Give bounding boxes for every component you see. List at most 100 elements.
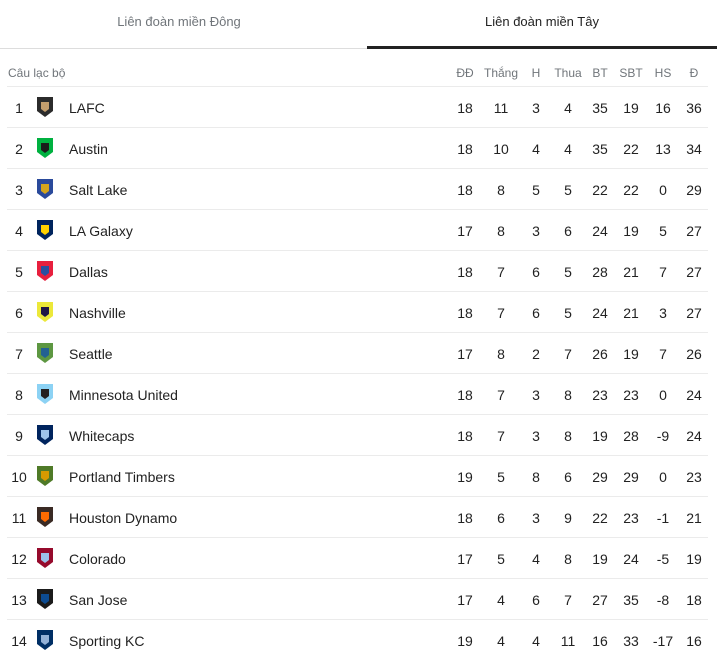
- stat-ga: 33: [623, 633, 639, 649]
- table-row[interactable]: 7 Seattle 17 8 2 7 26 19 7 26: [7, 332, 708, 373]
- team-name[interactable]: Sporting KC: [69, 633, 145, 649]
- stat-won: 8: [497, 182, 505, 198]
- stat-pts: 18: [686, 592, 702, 608]
- table-row[interactable]: 8 Minnesota United 18 7 3 8 23 23 0 24: [7, 373, 708, 414]
- stat-played: 18: [457, 510, 473, 526]
- rank: 4: [15, 223, 23, 239]
- stat-lost: 4: [564, 100, 572, 116]
- table-row[interactable]: 6 Nashville 18 7 6 5 24 21 3 27: [7, 291, 708, 332]
- stat-ga: 19: [623, 346, 639, 362]
- team-name[interactable]: Salt Lake: [69, 182, 128, 198]
- stat-gf: 19: [592, 551, 608, 567]
- stat-won: 8: [497, 223, 505, 239]
- stat-gf: 29: [592, 469, 608, 485]
- stat-lost: 8: [564, 428, 572, 444]
- table-row[interactable]: 14 Sporting KC 19 4 4 11 16 33 -17 16: [7, 619, 708, 660]
- rank: 7: [15, 346, 23, 362]
- stat-gd: 7: [659, 346, 667, 362]
- stat-won: 4: [497, 592, 505, 608]
- stat-gf: 24: [592, 305, 608, 321]
- table-row[interactable]: 10 Portland Timbers 19 5 8 6 29 29 0 23: [7, 455, 708, 496]
- stat-lost: 8: [564, 551, 572, 567]
- team-crest-icon: [37, 425, 53, 445]
- team-crest-icon: [37, 179, 53, 199]
- team-crest-icon: [37, 466, 53, 486]
- header-goals-for: BT: [592, 66, 608, 80]
- team-crest-icon: [37, 138, 53, 158]
- team-name[interactable]: Whitecaps: [69, 428, 135, 444]
- stat-won: 7: [497, 387, 505, 403]
- stat-played: 18: [457, 387, 473, 403]
- table-row[interactable]: 4 LA Galaxy 17 8 3 6 24 19 5 27: [7, 209, 708, 250]
- tab-eastern-conference[interactable]: Liên đoàn miền Đông: [117, 14, 241, 29]
- stat-lost: 4: [564, 141, 572, 157]
- tab-western-conference[interactable]: Liên đoàn miền Tây: [367, 0, 717, 49]
- team-name[interactable]: Portland Timbers: [69, 469, 175, 485]
- team-name[interactable]: Nashville: [69, 305, 126, 321]
- stat-won: 10: [493, 141, 509, 157]
- team-name[interactable]: Colorado: [69, 551, 126, 567]
- stat-pts: 27: [686, 305, 702, 321]
- rank: 2: [15, 141, 23, 157]
- stat-drawn: 6: [532, 592, 540, 608]
- team-name[interactable]: Houston Dynamo: [69, 510, 178, 526]
- stat-drawn: 3: [532, 100, 540, 116]
- stat-ga: 24: [623, 551, 639, 567]
- stat-gd: -9: [656, 428, 670, 444]
- stat-pts: 36: [686, 100, 702, 116]
- table-row[interactable]: 13 San Jose 17 4 6 7 27 35 -8 18: [7, 578, 708, 619]
- team-name[interactable]: San Jose: [69, 592, 128, 608]
- team-name[interactable]: LAFC: [69, 100, 105, 116]
- stat-gf: 24: [592, 223, 608, 239]
- stat-gd: 0: [659, 182, 667, 198]
- team-crest-icon: [37, 220, 53, 240]
- stat-won: 8: [497, 346, 505, 362]
- rank: 14: [11, 633, 27, 649]
- stat-ga: 35: [623, 592, 639, 608]
- stat-ga: 22: [623, 141, 639, 157]
- table-row[interactable]: 11 Houston Dynamo 18 6 3 9 22 23 -1 21: [7, 496, 708, 537]
- stat-played: 17: [457, 223, 473, 239]
- rank: 8: [15, 387, 23, 403]
- stat-pts: 19: [686, 551, 702, 567]
- team-crest-icon: [37, 630, 53, 650]
- team-name[interactable]: Seattle: [69, 346, 113, 362]
- rank: 6: [15, 305, 23, 321]
- team-name[interactable]: LA Galaxy: [69, 223, 133, 239]
- stat-gd: -17: [652, 633, 674, 649]
- stat-ga: 23: [623, 510, 639, 526]
- stat-gf: 22: [592, 182, 608, 198]
- stat-pts: 27: [686, 223, 702, 239]
- table-row[interactable]: 12 Colorado 17 5 4 8 19 24 -5 19: [7, 537, 708, 578]
- stat-drawn: 3: [532, 428, 540, 444]
- team-name[interactable]: Minnesota United: [69, 387, 178, 403]
- table-row[interactable]: 5 Dallas 18 7 6 5 28 21 7 27: [7, 250, 708, 291]
- table-row[interactable]: 3 Salt Lake 18 8 5 5 22 22 0 29: [7, 168, 708, 209]
- table-row[interactable]: 2 Austin 18 10 4 4 35 22 13 34: [7, 127, 708, 168]
- stat-ga: 22: [623, 182, 639, 198]
- stat-lost: 11: [560, 633, 576, 649]
- stat-drawn: 4: [532, 141, 540, 157]
- stat-played: 17: [457, 551, 473, 567]
- stat-played: 18: [457, 141, 473, 157]
- rank: 10: [11, 469, 27, 485]
- stat-drawn: 6: [532, 264, 540, 280]
- stat-won: 7: [497, 428, 505, 444]
- table-row[interactable]: 1 LAFC 18 11 3 4 35 19 16 36: [7, 86, 708, 127]
- stat-ga: 28: [623, 428, 639, 444]
- stat-lost: 6: [564, 223, 572, 239]
- stat-drawn: 8: [532, 469, 540, 485]
- rank: 12: [11, 551, 27, 567]
- stat-pts: 24: [686, 387, 702, 403]
- stat-played: 19: [457, 469, 473, 485]
- table-row[interactable]: 9 Whitecaps 18 7 3 8 19 28 -9 24: [7, 414, 708, 455]
- stat-pts: 26: [686, 346, 702, 362]
- team-name[interactable]: Austin: [69, 141, 108, 157]
- stat-lost: 7: [564, 346, 572, 362]
- stat-lost: 5: [564, 182, 572, 198]
- stat-won: 11: [493, 100, 509, 116]
- stat-gd: 7: [659, 264, 667, 280]
- stat-gf: 16: [592, 633, 608, 649]
- team-name[interactable]: Dallas: [69, 264, 108, 280]
- rank: 1: [15, 100, 23, 116]
